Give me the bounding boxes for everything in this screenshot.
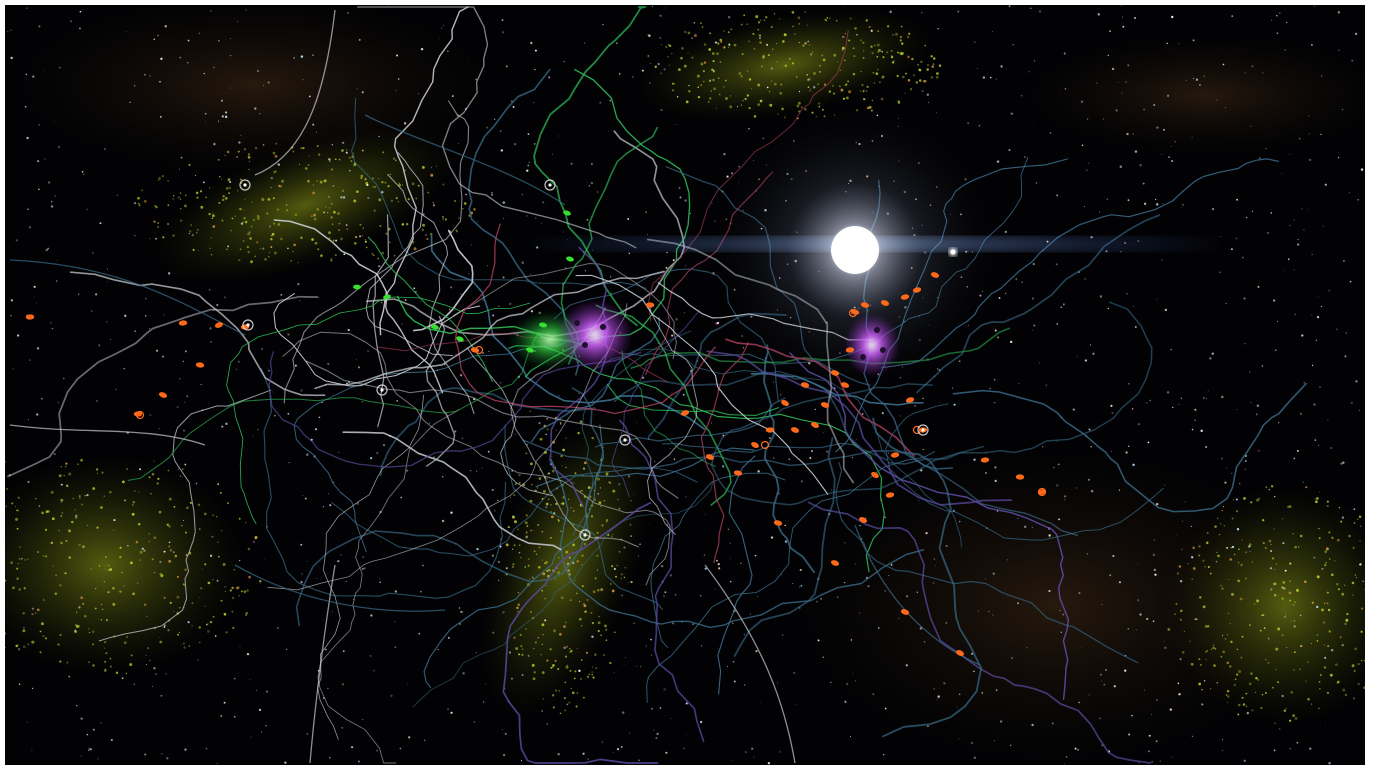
orange-ship[interactable] [860,301,870,308]
waypoint-core [246,323,250,327]
orange-ship[interactable] [800,382,810,389]
green-ship[interactable] [539,322,548,328]
green-ship[interactable] [430,323,439,330]
orange-ship[interactable] [830,559,840,567]
orange-ship[interactable] [820,401,830,409]
orange-ship[interactable] [765,427,775,433]
orange-ship-marker[interactable] [912,425,922,435]
orange-ship[interactable] [905,396,915,403]
starfield [5,5,1365,765]
waypoint-core [243,183,247,187]
orange-ship[interactable] [214,321,224,329]
waypoint-node[interactable] [579,529,591,541]
waypoint-node[interactable] [376,384,388,396]
orange-ship[interactable] [880,299,890,307]
waypoint-node[interactable] [242,319,254,331]
waypoint-core [380,388,384,392]
orange-ship[interactable] [133,411,143,417]
white-waypoints[interactable] [239,179,929,541]
orange-ship[interactable] [870,471,880,480]
sun-glow [525,100,1225,400]
orange-ship[interactable] [178,320,188,326]
orange-ship[interactable] [930,271,940,279]
orange-ship[interactable] [890,452,900,459]
green-ship[interactable] [382,294,391,301]
orange-ship[interactable] [773,520,783,527]
orange-ships[interactable] [25,271,1047,657]
waypoint-core [548,183,552,187]
orange-ship[interactable] [680,409,690,417]
orange-ship[interactable] [900,608,910,616]
orange-ship[interactable] [705,453,715,461]
orange-ship[interactable] [900,294,910,301]
magenta-cluster-left[interactable] [557,299,633,371]
waypoint-node[interactable] [619,434,631,446]
waypoint-node[interactable] [239,179,251,191]
orange-ship[interactable] [780,399,790,408]
unit-clusters[interactable] [508,299,900,377]
orange-ship-marker[interactable] [135,410,145,420]
game-viewport[interactable] [5,5,1365,765]
orange-ship[interactable] [733,470,743,477]
magenta-cluster-right[interactable] [844,313,900,377]
orange-ship[interactable] [885,492,895,499]
orange-ship-marker[interactable] [474,345,484,355]
orange-ship[interactable] [810,421,820,429]
green-ship[interactable] [562,209,571,216]
waypoint-node[interactable] [544,179,556,191]
orange-ship-marker[interactable] [848,308,858,318]
orange-ship[interactable] [25,314,35,320]
orange-ship-marker[interactable] [760,440,770,450]
orange-ship[interactable] [858,516,868,524]
orange-ship[interactable] [195,362,205,368]
orange-ship[interactable] [645,302,655,308]
orange-ship[interactable] [830,370,840,377]
orange-ship[interactable] [955,649,965,657]
waypoint-core [583,533,587,537]
green-ship[interactable] [565,256,574,263]
orange-ship[interactable] [980,457,990,463]
orange-ship[interactable] [1015,474,1025,480]
waypoint-core [921,428,925,432]
green-ship[interactable] [353,284,361,290]
orange-ship[interactable] [1037,488,1047,496]
green-ship[interactable] [455,335,464,343]
orange-ship[interactable] [750,441,760,449]
waypoint-node[interactable] [917,424,929,436]
waypoint-core [623,438,627,442]
green-ships[interactable] [353,209,575,353]
nebula-clouds [5,5,1365,765]
orange-ship[interactable] [840,381,850,389]
green-ship[interactable] [525,346,534,353]
space-scene[interactable] [5,5,1365,765]
orange-ship[interactable] [790,426,800,434]
orange-ship[interactable] [158,391,168,399]
orange-ship[interactable] [912,286,922,293]
orange-ship-marker[interactable] [1037,487,1047,497]
orange-ship[interactable] [845,347,855,353]
